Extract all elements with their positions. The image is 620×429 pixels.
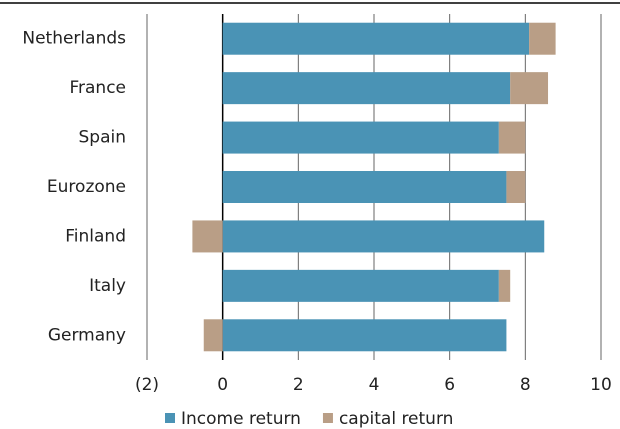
bar <box>529 22 556 55</box>
x-tick-label: 0 <box>217 375 228 395</box>
y-tick-label: Spain <box>79 128 127 148</box>
y-tick-label: Germany <box>48 325 126 345</box>
bar <box>222 220 545 253</box>
legend-swatch <box>322 413 333 423</box>
x-tick-label: 4 <box>369 375 380 395</box>
y-tick-label: Netherlands <box>22 29 126 49</box>
bar <box>498 121 526 154</box>
bar <box>510 72 549 105</box>
bar <box>222 269 499 302</box>
y-tick-label: Italy <box>89 276 126 296</box>
legend-swatch <box>165 413 175 423</box>
bar <box>222 171 507 203</box>
x-tick-label: 2 <box>293 375 304 395</box>
bar <box>203 319 223 352</box>
x-tick-label: (2) <box>135 375 159 395</box>
y-tick-label: Finland <box>65 226 126 246</box>
bar <box>506 171 526 203</box>
x-tick-label: 10 <box>590 375 612 395</box>
x-tick-label: 8 <box>520 375 531 395</box>
bar <box>192 220 223 253</box>
bar <box>222 121 499 154</box>
legend-label: Income return <box>181 409 301 429</box>
y-tick-label: France <box>69 78 126 98</box>
bar <box>222 319 507 352</box>
bar <box>498 269 511 302</box>
bar <box>222 22 530 55</box>
bar <box>222 72 511 105</box>
legend-label: capital return <box>339 409 453 429</box>
y-tick-label: Eurozone <box>47 177 126 197</box>
x-tick-label: 6 <box>444 375 455 395</box>
